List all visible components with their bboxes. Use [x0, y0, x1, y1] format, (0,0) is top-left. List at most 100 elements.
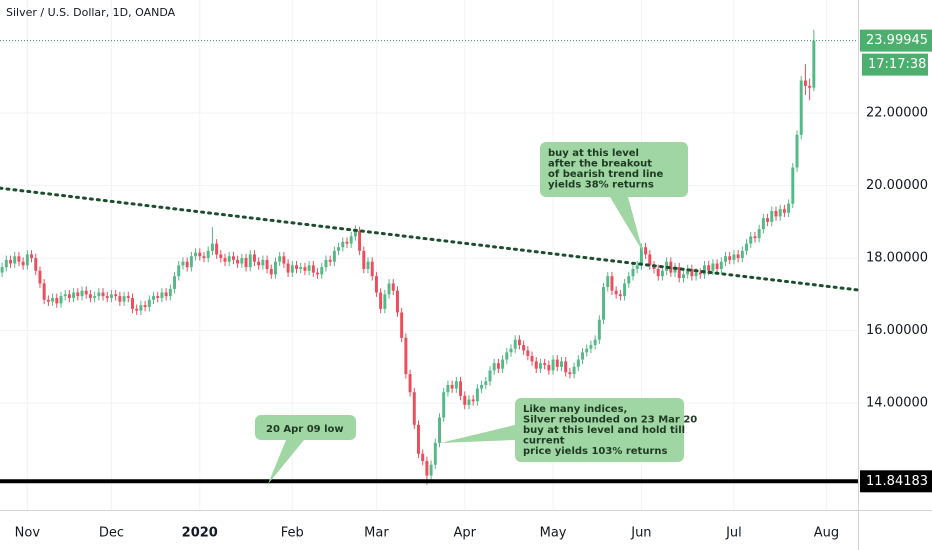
candle-body	[139, 305, 143, 311]
x-tick-label: Jun	[630, 526, 651, 541]
candle-body	[471, 399, 475, 402]
candle-body	[438, 417, 441, 443]
candle-body	[782, 209, 786, 213]
candle-body	[635, 265, 639, 269]
candle-body	[581, 352, 584, 360]
candle-body	[383, 294, 387, 309]
candle-body	[488, 370, 492, 382]
candle-body	[719, 261, 723, 269]
candle-body	[156, 296, 160, 298]
candle-body	[698, 272, 702, 275]
candle-body	[778, 209, 782, 217]
callout-text: buy at this level	[548, 148, 639, 159]
candle-body	[715, 263, 719, 269]
callout-text: Like many indices,	[523, 404, 627, 415]
candle-body	[749, 236, 753, 244]
support-label-box	[860, 470, 932, 493]
candle-body	[295, 265, 298, 269]
candle-body	[173, 276, 177, 289]
countdown-box	[862, 53, 928, 76]
candle-body	[753, 236, 757, 239]
candle-body	[198, 252, 202, 257]
candle-body	[324, 259, 328, 268]
callout-pointer	[610, 197, 643, 252]
candle-body	[791, 167, 795, 204]
candle-body	[248, 254, 252, 268]
candle-body	[366, 261, 370, 269]
candle-body	[194, 252, 198, 257]
candle-body	[395, 290, 399, 313]
candle-body	[644, 247, 648, 255]
candle-body	[341, 241, 345, 248]
candle-body	[484, 381, 488, 385]
candle-body	[585, 348, 589, 353]
candle-body	[97, 292, 101, 297]
candle-body	[328, 259, 332, 262]
candle-body	[286, 263, 290, 273]
candle-body	[38, 270, 42, 284]
candle-body	[122, 296, 126, 302]
candle-body	[404, 337, 408, 375]
y-tick-label: 20.00000	[866, 178, 928, 193]
candle-body	[496, 363, 500, 369]
candle-body	[808, 85, 812, 88]
candle-body	[572, 366, 576, 375]
candle-body	[660, 270, 664, 277]
candle-body	[252, 254, 256, 262]
candle-body	[101, 292, 105, 297]
candle-body	[379, 292, 383, 309]
y-tick-label: 22.00000	[866, 106, 928, 121]
candle-body	[265, 259, 269, 269]
candle-body	[425, 461, 429, 476]
candle-body	[244, 258, 248, 268]
candle-body	[446, 384, 450, 393]
candle-body	[673, 267, 677, 273]
candle-body	[177, 265, 181, 277]
x-tick-label: May	[540, 526, 567, 541]
candle-body	[517, 339, 521, 346]
candle-body	[543, 363, 547, 366]
candle-body	[13, 256, 17, 264]
candle-body	[290, 265, 294, 273]
candle-body	[257, 261, 261, 266]
candle-body	[538, 363, 542, 369]
candle-body	[623, 283, 627, 297]
candle-body	[353, 230, 357, 237]
candle-body	[181, 261, 185, 266]
candle-body	[25, 254, 29, 266]
candle-body	[42, 283, 46, 300]
x-tick-label: 2020	[182, 526, 218, 541]
candle-body	[21, 261, 25, 266]
callout-box	[540, 142, 688, 197]
x-tick-label: Dec	[99, 526, 124, 541]
candle-body	[164, 292, 168, 297]
candle-body	[72, 292, 76, 298]
candle-body	[770, 210, 774, 222]
candle-body	[551, 359, 555, 371]
candle-body	[374, 276, 378, 293]
candle-body	[631, 268, 635, 277]
callout-pointer	[268, 440, 304, 484]
candle-body	[766, 218, 770, 222]
candle-body	[30, 254, 34, 259]
candle-body	[627, 276, 631, 284]
candle-body	[269, 268, 273, 275]
candle-body	[433, 442, 437, 465]
candle-body	[576, 359, 580, 367]
candle-body	[812, 40, 816, 88]
candle-body	[131, 297, 134, 309]
candle-body	[774, 210, 778, 217]
candle-body	[547, 365, 551, 371]
candle-body	[63, 294, 67, 297]
candle-body	[227, 256, 231, 262]
candle-body	[728, 256, 732, 260]
candle-body	[362, 250, 366, 269]
candle-body	[59, 296, 63, 304]
candle-body	[332, 250, 336, 262]
candle-body	[568, 372, 572, 375]
candle-body	[803, 80, 807, 86]
candle-body	[118, 296, 122, 302]
callout-box	[255, 415, 356, 440]
